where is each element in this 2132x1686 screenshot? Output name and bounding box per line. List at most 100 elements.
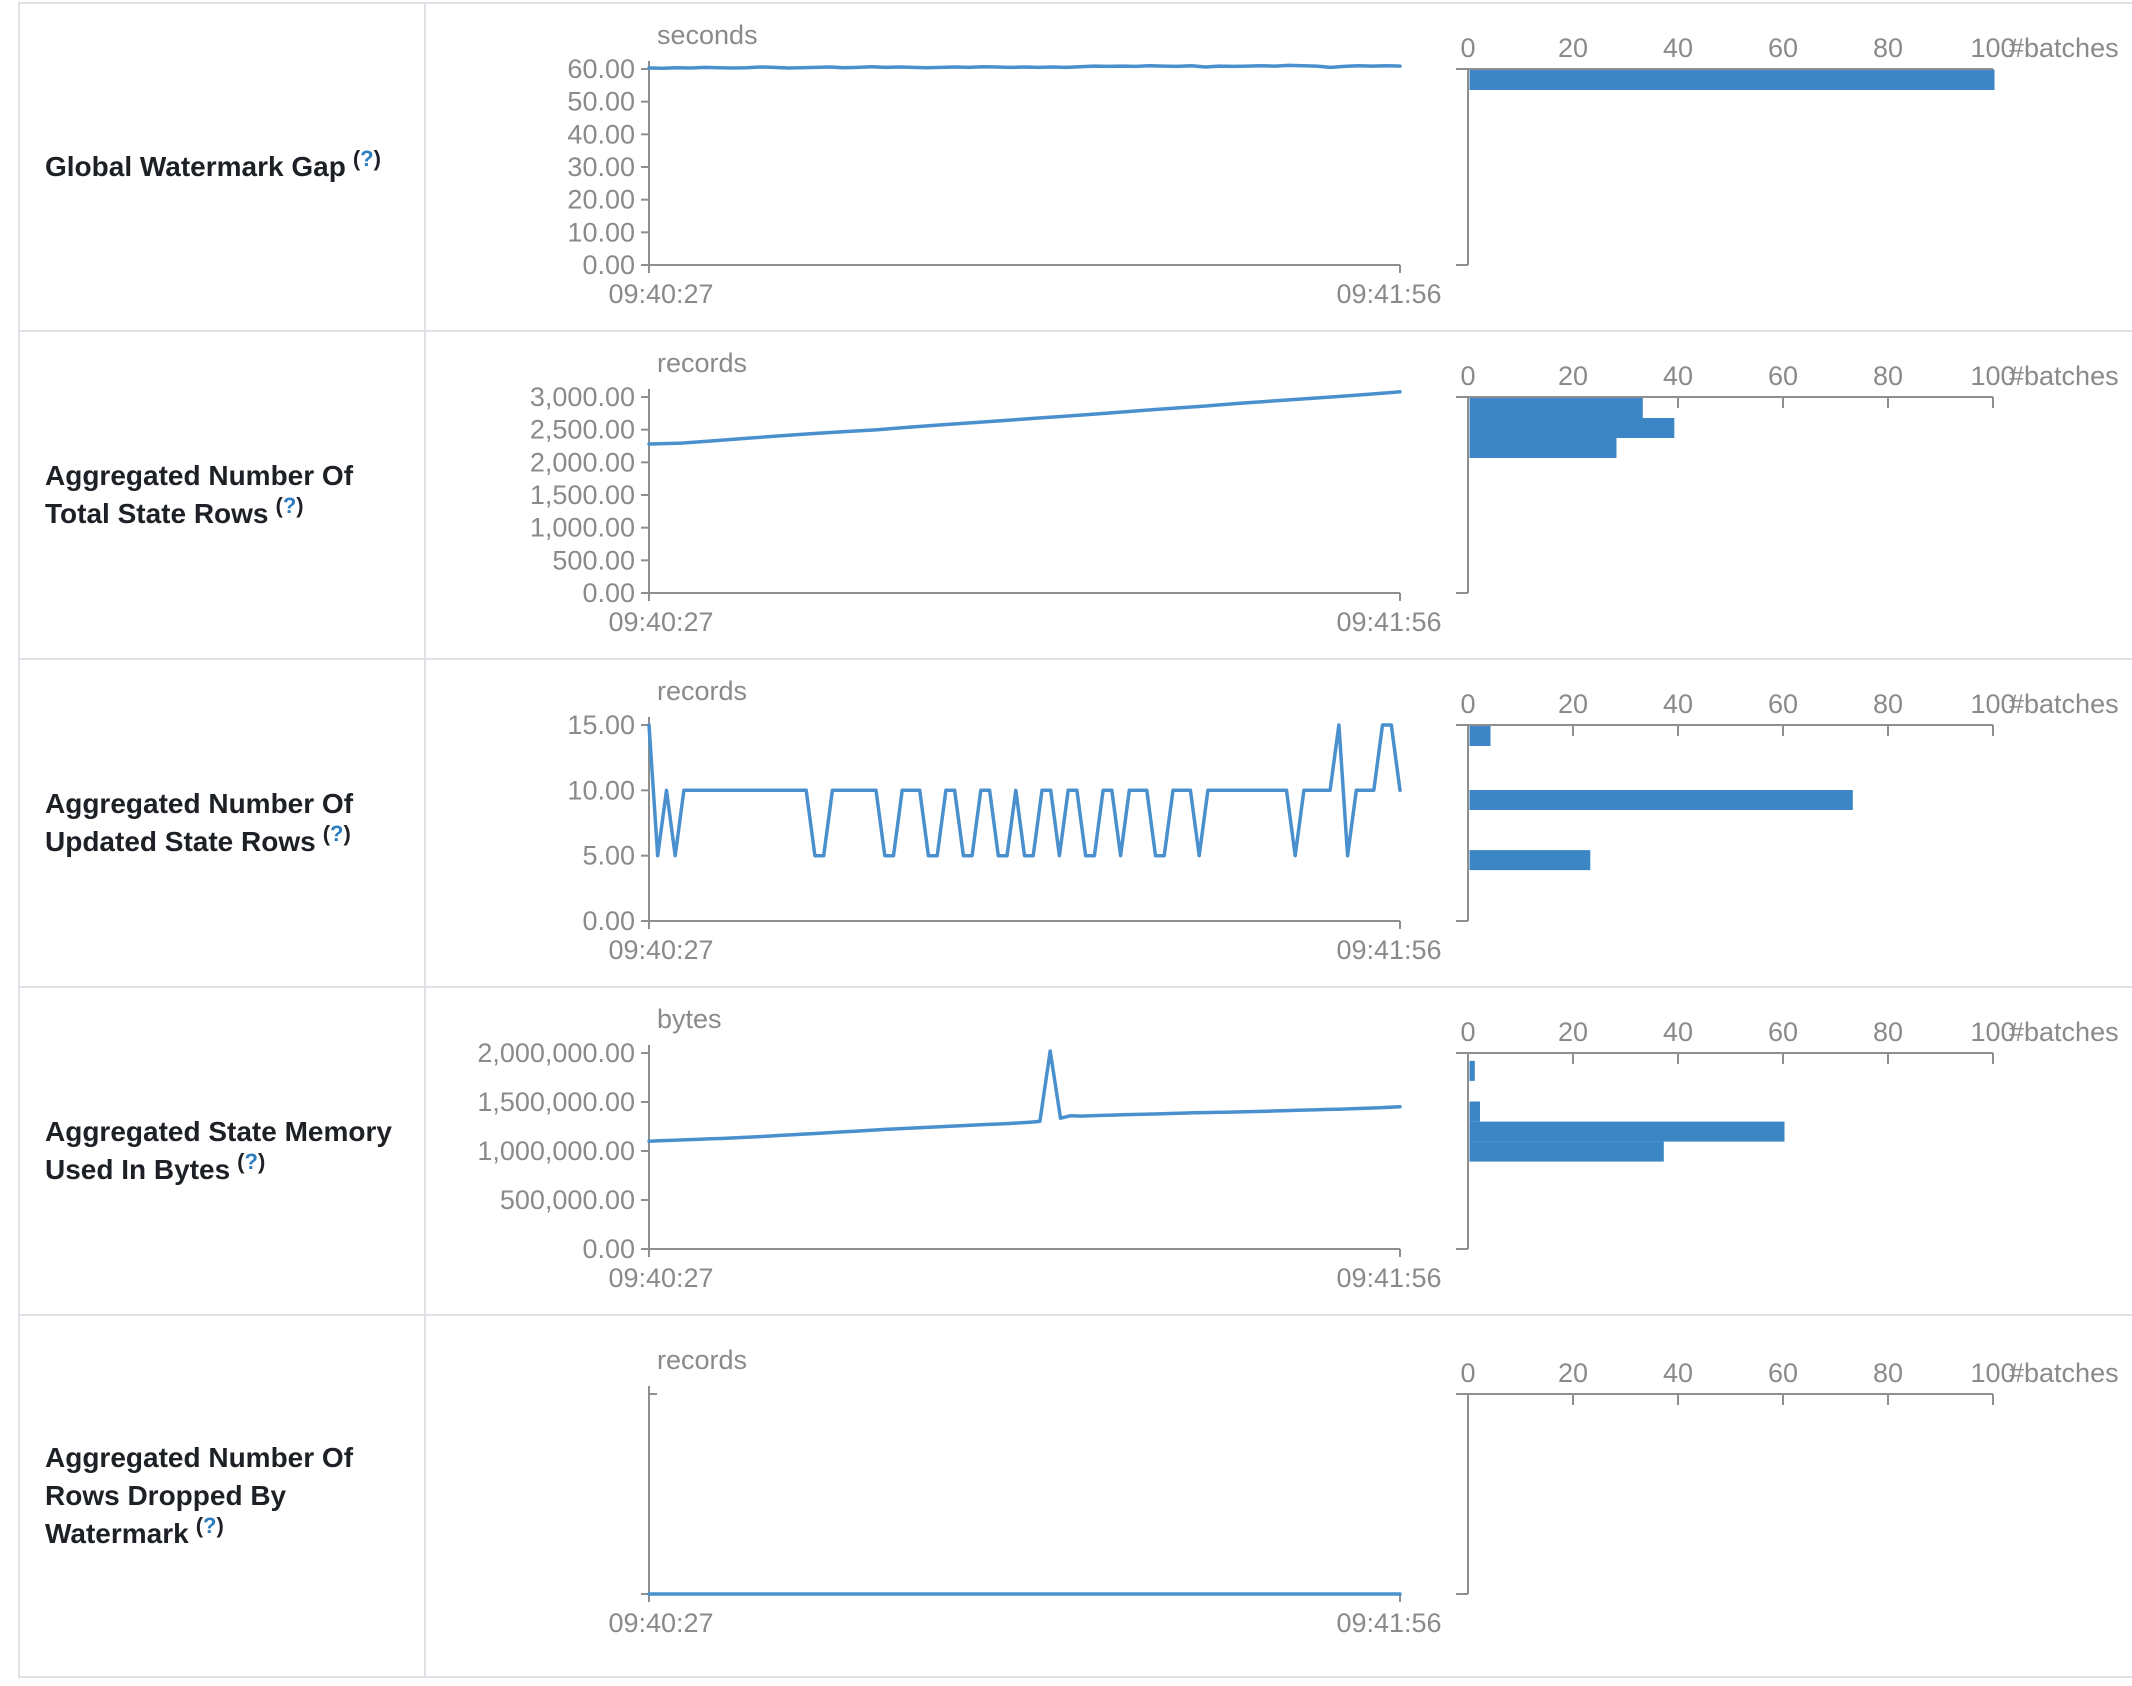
- svg-text:#batches: #batches: [2009, 1017, 2119, 1047]
- metric-row: Global Watermark Gap (?) seconds 60.00 50.00…: [18, 2, 2132, 332]
- svg-text:20: 20: [1558, 1358, 1588, 1388]
- metric-row: Aggregated Number Of Total State Rows (?)…: [18, 330, 2132, 660]
- svg-text:40: 40: [1663, 1358, 1693, 1388]
- metric-label: Aggregated Number Of Rows Dropped By Wat…: [45, 1439, 410, 1553]
- svg-text:30.00: 30.00: [567, 152, 635, 182]
- help-paren-close: ): [216, 1512, 224, 1538]
- chart-cell: records 15.00 10.00 5.00 0.00 09:40:27 09:41:5…: [424, 658, 2132, 988]
- svg-text:20.00: 20.00: [567, 185, 635, 215]
- svg-text:40: 40: [1663, 689, 1693, 719]
- svg-text:0.00: 0.00: [582, 906, 635, 936]
- svg-text:80: 80: [1873, 33, 1903, 63]
- svg-text:20: 20: [1558, 1017, 1588, 1047]
- help-link[interactable]: (?): [196, 1513, 224, 1538]
- timeline-chart: records 09:40:27 09:41:56: [608, 1345, 1441, 1638]
- histogram-chart: 0 20 40 60 80 100#batches: [1456, 1017, 2119, 1250]
- svg-text:0: 0: [1460, 1017, 1475, 1047]
- chart-cell: seconds 60.00 50.00 40.00 30.00 20.00 10.00 0.0…: [424, 2, 2132, 332]
- metric-label-cell: Global Watermark Gap (?): [18, 2, 426, 332]
- svg-text:seconds: seconds: [657, 20, 758, 50]
- svg-text:09:41:56: 09:41:56: [1336, 279, 1441, 309]
- svg-text:2,500.00: 2,500.00: [530, 415, 635, 445]
- svg-text:09:40:27: 09:40:27: [608, 935, 713, 965]
- help-paren-open: (: [237, 1148, 245, 1174]
- timeline-and-histogram-chart: records3,000.002,500.002,000.001,500.001…: [530, 348, 2119, 637]
- metric-label-text: Global Watermark Gap: [45, 151, 346, 182]
- svg-text:80: 80: [1873, 361, 1903, 391]
- svg-text:100: 100: [1970, 689, 2015, 719]
- svg-text:60: 60: [1768, 33, 1798, 63]
- help-link[interactable]: (?): [353, 146, 381, 171]
- timeline-and-histogram-chart: seconds 60.0050.0040.0030.0020.0010.000.0…: [567, 20, 2119, 309]
- svg-text:5.00: 5.00: [582, 841, 635, 871]
- question-mark-icon[interactable]: ?: [330, 820, 344, 846]
- svg-text:0: 0: [1460, 1358, 1475, 1388]
- metric-label-cell: Aggregated Number Of Rows Dropped By Wat…: [18, 1314, 426, 1678]
- help-paren-open: (: [275, 492, 283, 518]
- chart-cell: records 3,000.00 2,500.00 2,000.00 1,500.00 1…: [424, 330, 2132, 660]
- svg-text:09:40:27: 09:40:27: [608, 279, 713, 309]
- svg-text:#batches: #batches: [2009, 689, 2119, 719]
- svg-text:60.00: 60.00: [567, 54, 635, 84]
- svg-text:09:40:27: 09:40:27: [608, 1263, 713, 1293]
- histogram-chart: 0 20 40 60 80 100#batches: [1456, 1358, 2119, 1595]
- svg-text:20: 20: [1558, 689, 1588, 719]
- timeline-chart: records 3,000.002,500.002,000.001,500.001…: [530, 348, 1442, 637]
- svg-text:0.00: 0.00: [582, 578, 635, 608]
- question-mark-icon[interactable]: ?: [360, 145, 374, 171]
- svg-text:80: 80: [1873, 1358, 1903, 1388]
- svg-text:0: 0: [1460, 33, 1475, 63]
- svg-text:80: 80: [1873, 689, 1903, 719]
- svg-text:15.00: 15.00: [567, 710, 635, 740]
- help-link[interactable]: (?): [237, 1149, 265, 1174]
- metric-row: Aggregated Number Of Rows Dropped By Wat…: [18, 1314, 2132, 1678]
- svg-text:records: records: [657, 676, 747, 706]
- svg-text:60: 60: [1768, 1017, 1798, 1047]
- svg-text:09:40:27: 09:40:27: [608, 1608, 713, 1638]
- timeline-and-histogram-chart: bytes 2,000,000.00 1,500,000.00 1,000,000.0…: [477, 1004, 2119, 1293]
- help-paren-close: ): [257, 1148, 266, 1174]
- svg-text:#batches: #batches: [2009, 1358, 2119, 1388]
- histogram-chart: 0 20 40 60 80 100#batches: [1456, 361, 2119, 594]
- svg-text:#batches: #batches: [2009, 361, 2119, 391]
- metric-label: Aggregated State Memory Used In Bytes (?): [45, 1113, 410, 1189]
- metric-label: Global Watermark Gap (?): [45, 146, 410, 186]
- histogram-chart: 0 20 40 60 80 100#batches: [1456, 33, 2119, 266]
- metric-label-text: Aggregated Number Of Total State Rows: [45, 460, 354, 529]
- svg-text:2,000,000.00: 2,000,000.00: [477, 1038, 635, 1068]
- metric-label-cell: Aggregated Number Of Updated State Rows(…: [18, 658, 426, 988]
- svg-text:40.00: 40.00: [567, 119, 635, 149]
- svg-text:60: 60: [1768, 689, 1798, 719]
- question-mark-icon[interactable]: ?: [244, 1148, 258, 1174]
- question-mark-icon[interactable]: ?: [282, 492, 297, 518]
- svg-text:50.00: 50.00: [567, 87, 635, 117]
- svg-text:bytes: bytes: [657, 1004, 722, 1034]
- metric-label-cell: Aggregated State Memory Used In Bytes (?): [18, 986, 426, 1316]
- help-link[interactable]: (?): [276, 493, 304, 518]
- svg-text:records: records: [657, 1345, 747, 1375]
- svg-text:09:41:56: 09:41:56: [1336, 607, 1441, 637]
- svg-text:records: records: [657, 348, 747, 378]
- help-paren-close: ): [343, 820, 351, 846]
- timeline-and-histogram-chart: records 09:40:27 09:41:56 0 20 40 60 80 100#batc…: [608, 1345, 2119, 1638]
- metric-label-text: Aggregated State Memory Used In Bytes: [45, 1116, 392, 1185]
- svg-text:09:41:56: 09:41:56: [1336, 935, 1441, 965]
- svg-text:09:40:27: 09:40:27: [608, 607, 713, 637]
- streaming-metrics-table: Global Watermark Gap (?) seconds 60.00 50.00…: [18, 2, 2132, 1678]
- svg-text:100: 100: [1970, 361, 2015, 391]
- question-mark-icon[interactable]: ?: [203, 1512, 217, 1538]
- help-link[interactable]: (?): [323, 821, 351, 846]
- svg-text:#batches: #batches: [2009, 33, 2119, 63]
- svg-text:40: 40: [1663, 361, 1693, 391]
- svg-text:100: 100: [1970, 33, 2015, 63]
- svg-text:60: 60: [1768, 361, 1798, 391]
- svg-text:0.00: 0.00: [582, 250, 635, 280]
- svg-text:1,000,000.00: 1,000,000.00: [477, 1136, 635, 1166]
- help-paren-open: (: [195, 1512, 204, 1538]
- svg-text:20: 20: [1558, 33, 1588, 63]
- metric-label: Aggregated Number Of Updated State Rows(…: [45, 785, 410, 861]
- metric-row: Aggregated State Memory Used In Bytes (?)…: [18, 986, 2132, 1316]
- svg-text:60: 60: [1768, 1358, 1798, 1388]
- svg-text:10.00: 10.00: [567, 217, 635, 247]
